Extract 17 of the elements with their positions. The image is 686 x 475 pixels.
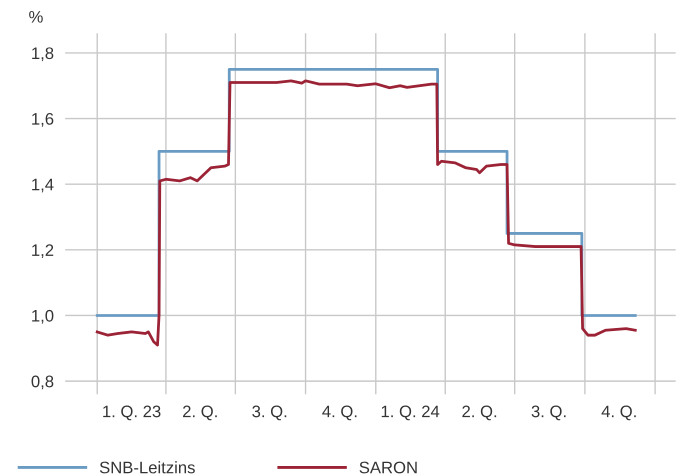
legend-label: SARON <box>360 462 417 474</box>
legend-label: SNB-Leitzins <box>100 461 195 474</box>
x-tick-label: 4. Q. <box>602 406 636 420</box>
y-tick-label: 1,2 <box>32 244 54 258</box>
y-tick-label: 1,0 <box>32 310 54 324</box>
x-tick-label: 3. Q. <box>252 406 286 420</box>
y-tick-label: 0,8 <box>32 376 54 390</box>
x-tick-label: 1. Q. 23 <box>103 406 160 420</box>
x-tick-label: 3. Q. <box>532 406 566 420</box>
x-tick-label: 1. Q. 24 <box>382 406 440 420</box>
y-tick-label: 1,8 <box>32 47 54 62</box>
x-tick-label: 4. Q. <box>322 406 356 420</box>
x-tick-label: 2. Q. <box>183 406 217 420</box>
y-tick-label: 1,6 <box>32 112 54 127</box>
x-tick-label: 2. Q. <box>462 406 496 420</box>
y-tick-label: 1,4 <box>32 178 54 192</box>
y-axis-title: % <box>29 11 43 23</box>
